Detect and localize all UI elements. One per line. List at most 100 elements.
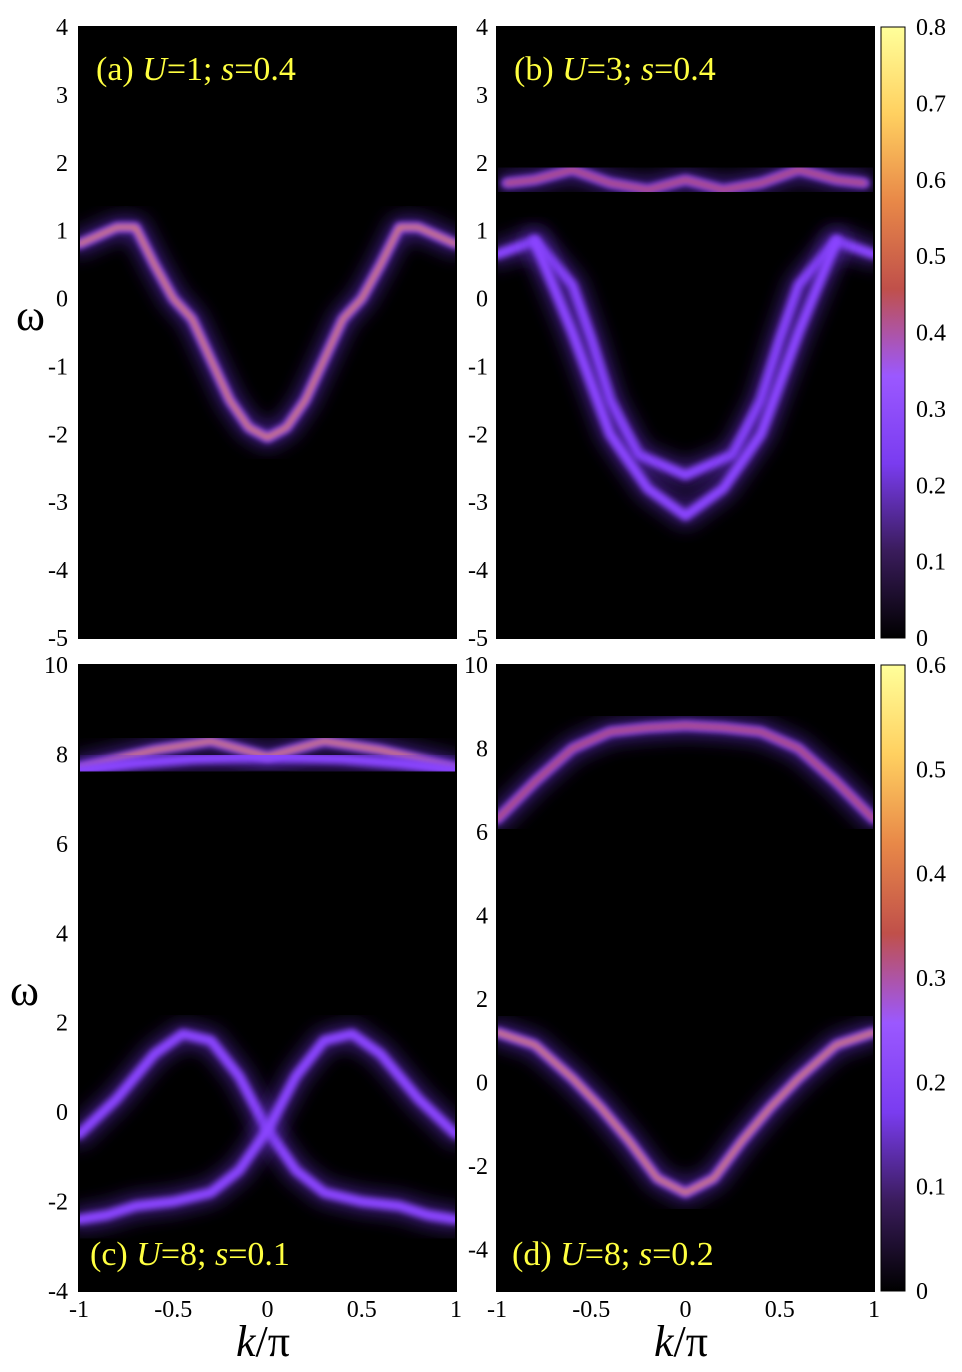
panel-c-band-1 (79, 751, 456, 776)
panel-d-ytick-label: -2 (468, 1154, 488, 1180)
panel-b-ytick-label: -4 (468, 558, 488, 584)
panel-d-xtick-label: -0.5 (572, 1297, 610, 1323)
panel-a-ytick-label: -5 (48, 626, 68, 652)
panel-d-ytick-label: 8 (476, 736, 488, 762)
panel-a-yticks: -5 -4 -3 -2 -1 0 1 2 3 4 (48, 15, 68, 652)
panel-a-ytick-label: -2 (48, 422, 68, 448)
panel-a-ytick-label: -4 (48, 558, 68, 584)
panel-c-xtick-label: 0.5 (347, 1297, 377, 1323)
panel-c-xtick-label: 0 (262, 1297, 274, 1323)
panel-d-ytick-label: 10 (464, 653, 488, 679)
panel-a-ytick-label: 0 (56, 287, 68, 313)
panel-b-yticks: -5 -4 -3 -2 -1 0 1 2 3 4 (468, 15, 488, 652)
panel-c-ytick-label: 2 (56, 1011, 68, 1037)
colorbar-top-tick-label: 0.8 (916, 15, 946, 41)
panel-c-label: (c) U=8; s=0.1 (90, 1236, 290, 1273)
panel-d-band-0-core (497, 723, 874, 822)
panel-b-bands (497, 158, 874, 527)
panel-d-ytick-label: 2 (476, 987, 488, 1013)
panel-d-frame (496, 664, 875, 1292)
panel-b-plot-area (497, 27, 874, 638)
colorbar-bottom-tick-label: 0.6 (916, 653, 946, 679)
panel-c-xticks: -1 -0.5 0 0.5 1 (69, 1297, 462, 1323)
panel-d-xtick-label: 1 (868, 1297, 880, 1323)
panel-a: -5 -4 -3 -2 -1 0 1 2 3 4 ω (a) U=1; s=0.4 (16, 15, 457, 652)
panel-b-ytick-label: 0 (476, 287, 488, 313)
panel-a-ytick-label: 4 (56, 15, 68, 41)
panel-b-ytick-label: 4 (476, 15, 488, 41)
panel-d-xtick-label: 0.5 (765, 1297, 795, 1323)
panel-c: -4 -2 0 2 4 6 8 10 -1 -0.5 0 0.5 1 ω k/π (c) U=8; s… (10, 653, 462, 1366)
panel-c-ylabel: ω (10, 966, 39, 1015)
panel-d-xtick-label: 0 (680, 1297, 692, 1323)
panel-c-ytick-label: 0 (56, 1100, 68, 1126)
panel-c-ytick-label: 4 (56, 921, 68, 947)
colorbar-bottom-tick-label: 0.1 (916, 1175, 946, 1201)
colorbar-bottom-tick-label: 0.3 (916, 966, 946, 992)
panel-a-ytick-label: -1 (48, 354, 68, 380)
panel-d-ytick-label: 0 (476, 1070, 488, 1096)
panel-c-ytick-label: -2 (48, 1190, 68, 1216)
colorbar-bottom-tick-label: 0.5 (916, 757, 946, 783)
panel-b-ytick-label: -5 (468, 626, 488, 652)
colorbar-top-tick-label: 0.5 (916, 244, 946, 270)
panel-b-band-2 (529, 235, 842, 521)
panel-c-bands (79, 730, 456, 1231)
panel-c-xlabel: k/π (236, 1317, 290, 1366)
panel-d-yticks: -4 -2 0 2 4 6 8 10 (464, 653, 488, 1263)
panel-c-xtick-label: 1 (450, 1297, 462, 1323)
panel-c-band-3 (79, 1028, 456, 1225)
panel-a-bands (79, 216, 456, 449)
colorbar-top-tick-label: 0.1 (916, 550, 946, 576)
panel-c-xtick-label: -0.5 (154, 1297, 192, 1323)
colorbar-top-ticks: 0 0.1 0.2 0.3 0.4 0.5 0.6 0.7 0.8 (916, 15, 946, 652)
panel-c-ytick-label: 8 (56, 742, 68, 768)
colorbar-top-tick-label: 0 (916, 626, 928, 652)
panel-d-band-1-core (497, 1030, 874, 1195)
panel-c-xtick-label: -1 (69, 1297, 89, 1323)
panel-a-ytick-label: 3 (56, 83, 68, 109)
colorbar-top-tick-label: 0.7 (916, 91, 946, 117)
panel-b-ytick-label: -1 (468, 354, 488, 380)
panel-d-xticks: -1 -0.5 0 0.5 1 (487, 1297, 880, 1323)
panel-d: -4 -2 0 2 4 6 8 10 -1 -0.5 0 0.5 1 k/π (d) U=8; s=0… (464, 653, 880, 1366)
colorbar-bottom-tick-label: 0 (916, 1279, 928, 1305)
colorbar-bottom-tick-label: 0.2 (916, 1070, 946, 1096)
colorbar-bottom-scale (880, 664, 906, 1292)
panel-b-ytick-label: 1 (476, 219, 488, 245)
panel-d-label: (d) U=8; s=0.2 (512, 1236, 714, 1273)
panel-d-ytick-label: 6 (476, 820, 488, 846)
colorbar-top-tick-label: 0.2 (916, 473, 946, 499)
panel-d-xtick-label: -1 (487, 1297, 507, 1323)
panel-a-ytick-label: 2 (56, 151, 68, 177)
colorbar-top-tick-label: 0.3 (916, 397, 946, 423)
panel-a-label: (a) U=1; s=0.4 (96, 51, 296, 88)
colorbar-top-tick-label: 0.4 (916, 321, 946, 347)
panel-d-ytick-label: 4 (476, 903, 488, 929)
panel-a-plot-area (79, 27, 456, 638)
panel-c-ytick-label: -4 (48, 1279, 68, 1305)
panel-a-frame (78, 26, 457, 639)
colorbar-top-tick-label: 0.6 (916, 168, 946, 194)
colorbar-bottom-ticks: 0 0.1 0.2 0.3 0.4 0.5 0.6 (916, 653, 946, 1305)
panel-c-ytick-label: 6 (56, 832, 68, 858)
panel-b-ytick-label: -3 (468, 490, 488, 516)
colorbar-top-scale (880, 26, 906, 639)
colorbar-bottom: 0 0.1 0.2 0.3 0.4 0.5 0.6 (880, 653, 946, 1305)
panel-b-ytick-label: -2 (468, 422, 488, 448)
panel-c-frame (78, 664, 457, 1292)
panel-a-band-0-core (79, 225, 456, 440)
colorbar-top: 0 0.1 0.2 0.3 0.4 0.5 0.6 0.7 0.8 (880, 15, 946, 652)
panel-d-bands (497, 714, 874, 1204)
panel-b-band-0-core (504, 167, 867, 192)
panel-a-ytick-label: -3 (48, 490, 68, 516)
panel-a-ylabel: ω (16, 291, 45, 340)
colorbar-bottom-tick-label: 0.4 (916, 862, 946, 888)
panel-b: -5 -4 -3 -2 -1 0 1 2 3 4 (b) U=3; s=0.4 (468, 15, 875, 652)
panel-d-ytick-label: -4 (468, 1237, 488, 1263)
panel-a-ytick-label: 1 (56, 219, 68, 245)
panel-c-yticks: -4 -2 0 2 4 6 8 10 (44, 653, 68, 1305)
panel-b-ytick-label: 3 (476, 83, 488, 109)
panel-c-ytick-label: 10 (44, 653, 68, 679)
